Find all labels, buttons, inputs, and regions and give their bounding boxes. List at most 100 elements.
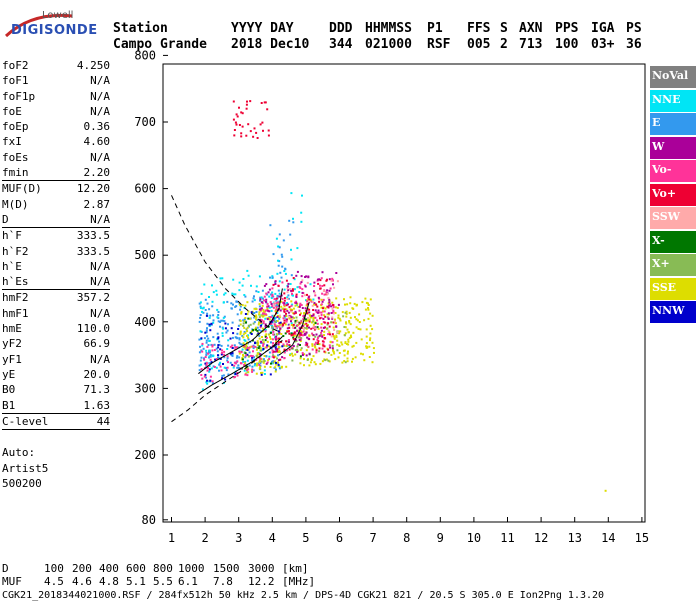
echo-point-vo xyxy=(278,331,281,334)
echo-point-vo xyxy=(316,319,319,322)
echo-point-nne xyxy=(222,301,225,304)
echo-point-vo xyxy=(254,345,257,348)
echo-point-sse xyxy=(331,301,334,304)
echo-point-nnw xyxy=(251,356,254,359)
echo-point-vo xyxy=(321,340,324,343)
echo-point-sse xyxy=(274,366,277,369)
echo-point-sse xyxy=(363,319,366,322)
echo-point-sse xyxy=(341,311,344,314)
echo-point-vo xyxy=(231,344,234,347)
echo-point-sse xyxy=(266,307,269,310)
echo-point-nne xyxy=(208,296,210,298)
echo-point-e xyxy=(205,331,208,334)
echo-point-nne xyxy=(221,277,224,280)
echo-point-w xyxy=(313,302,316,305)
echo-point-vo xyxy=(313,285,316,287)
x-tick-label: 1 xyxy=(168,531,175,545)
echo-point-w xyxy=(278,359,280,362)
echo-point-nne xyxy=(253,299,256,302)
echo-point-vo xyxy=(282,343,285,346)
echo-point-vo xyxy=(265,346,268,349)
echo-point-vo xyxy=(236,374,239,377)
echo-point-x xyxy=(241,358,244,361)
echo-point-ssw xyxy=(306,317,309,319)
echo-point-w xyxy=(260,307,263,310)
echo-point-sse xyxy=(368,345,371,348)
echo-point-x xyxy=(295,316,298,319)
echo-point-nne xyxy=(232,293,235,296)
param-row: B0 71.3 xyxy=(2,382,110,397)
echo-point-sse xyxy=(302,358,305,361)
echo-point-sse xyxy=(360,352,362,355)
echo-point-e xyxy=(278,246,281,249)
echo-point-vo xyxy=(312,338,315,341)
echo-point-sse xyxy=(349,334,352,337)
echo-point-ssw xyxy=(333,286,336,289)
echo-point-e xyxy=(244,356,247,359)
header-row2-2: 344 xyxy=(329,37,353,52)
echo-point-sse xyxy=(347,350,349,353)
echo-point-w xyxy=(304,276,307,278)
echo-point-sse xyxy=(241,357,244,359)
echo-point-nne xyxy=(243,369,246,372)
echo-point-sse xyxy=(267,359,270,362)
echo-point-vo xyxy=(275,306,278,308)
ionospheric-parameters: foF2 4.250 foF1 N/A foF1p N/A foE N/A foEp 0.36 fx… xyxy=(2,58,110,491)
echo-point-sse xyxy=(368,356,371,358)
echo-point-nne xyxy=(260,296,263,299)
echo-point-vo xyxy=(290,304,293,307)
param-key: h`E xyxy=(2,259,22,273)
echo-point-sse xyxy=(323,330,326,333)
echo-point-vo xyxy=(306,312,309,315)
echo-point-vo xyxy=(245,103,248,106)
echo-point-vo xyxy=(255,131,258,134)
echo-point-sse xyxy=(242,333,245,336)
param-value: 2.20 xyxy=(83,166,111,180)
echo-point-w xyxy=(330,305,333,308)
echo-point-sse xyxy=(262,341,265,344)
echo-point-sse xyxy=(283,305,286,308)
echo-point-w xyxy=(290,289,293,292)
param-row: yE 20.0 xyxy=(2,367,110,382)
echo-point-vo xyxy=(294,332,297,335)
echo-point-w xyxy=(316,311,319,314)
echo-point-ssw xyxy=(273,304,276,307)
echo-point-sse xyxy=(369,332,372,335)
echo-point-nne xyxy=(276,312,279,314)
foot2-cell: 12.2 xyxy=(248,575,275,588)
echo-point-sse xyxy=(289,308,292,311)
echo-point-x xyxy=(331,344,334,347)
echo-point-sse xyxy=(245,345,248,348)
echo-point-vo xyxy=(234,362,237,365)
echo-point-w xyxy=(274,350,277,353)
param-key: hmE xyxy=(2,322,22,336)
echo-point-e xyxy=(226,329,229,332)
echo-point-nne xyxy=(257,291,260,293)
echo-point-vo xyxy=(288,326,291,329)
echo-point-sse xyxy=(257,323,260,326)
echo-point-e xyxy=(277,354,279,357)
echo-point-vo xyxy=(201,377,204,380)
echo-point-nne xyxy=(232,366,235,369)
echo-point-nne xyxy=(295,303,298,306)
echo-point-nne xyxy=(247,334,250,337)
echo-point-vo xyxy=(251,368,254,371)
echo-point-x xyxy=(314,322,317,325)
echo-point-w xyxy=(335,272,338,274)
echo-point-e xyxy=(230,302,233,305)
echo-point-sse xyxy=(311,344,314,347)
echo-point-sse xyxy=(244,347,247,350)
echo-point-sse xyxy=(328,360,331,363)
echo-point-vo xyxy=(332,309,335,312)
echo-point-e xyxy=(198,338,201,341)
echo-point-w xyxy=(315,333,318,336)
echo-point-vo xyxy=(285,320,288,323)
echo-point-w xyxy=(328,278,331,281)
echo-point-w xyxy=(287,303,289,306)
echo-point-vo xyxy=(320,326,323,329)
echo-point-nne xyxy=(284,272,287,275)
echo-point-e xyxy=(272,253,275,256)
echo-point-vo xyxy=(243,363,246,366)
echo-point-sse xyxy=(320,298,323,301)
echo-point-sse xyxy=(327,302,330,305)
